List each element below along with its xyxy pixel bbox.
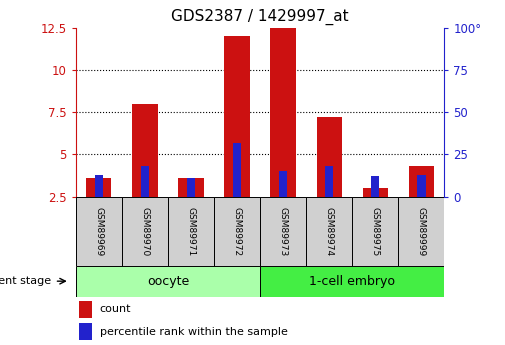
Title: GDS2387 / 1429997_at: GDS2387 / 1429997_at (171, 9, 349, 25)
Bar (132, 104, 158, 197)
Bar (122, 197, 168, 266)
Bar (363, 188, 388, 197)
Text: GSM89972: GSM89972 (232, 207, 241, 256)
Bar (76, 197, 122, 266)
Text: GSM89973: GSM89973 (279, 207, 288, 256)
Text: 1-cell embryo: 1-cell embryo (309, 275, 395, 288)
Text: GSM89975: GSM89975 (371, 207, 380, 256)
Bar (178, 178, 204, 197)
Bar (417, 175, 426, 197)
Text: development stage: development stage (0, 276, 52, 286)
Bar (76, 266, 260, 297)
Bar (168, 197, 214, 266)
Bar (325, 166, 333, 197)
Text: GSM89974: GSM89974 (325, 207, 334, 256)
Bar (233, 142, 241, 197)
Bar (279, 171, 287, 197)
Text: GSM89999: GSM89999 (417, 207, 426, 256)
Bar (398, 197, 444, 266)
Text: percentile rank within the sample: percentile rank within the sample (99, 327, 287, 337)
Bar (187, 178, 195, 197)
Text: count: count (99, 304, 131, 314)
Bar (409, 166, 434, 197)
Bar (371, 176, 379, 197)
Bar (352, 197, 398, 266)
Bar (306, 197, 352, 266)
Bar (271, 28, 296, 197)
Bar (94, 175, 103, 197)
Bar (141, 166, 149, 197)
Bar (317, 117, 342, 197)
Bar (214, 197, 260, 266)
Bar (79, 301, 92, 318)
Bar (79, 323, 92, 340)
Bar (224, 36, 249, 197)
Bar (86, 178, 112, 197)
Text: GSM89970: GSM89970 (140, 207, 149, 256)
Text: oocyte: oocyte (147, 275, 189, 288)
Bar (260, 197, 306, 266)
Text: GSM89971: GSM89971 (186, 207, 195, 256)
Text: GSM89969: GSM89969 (94, 207, 104, 256)
Bar (260, 266, 444, 297)
